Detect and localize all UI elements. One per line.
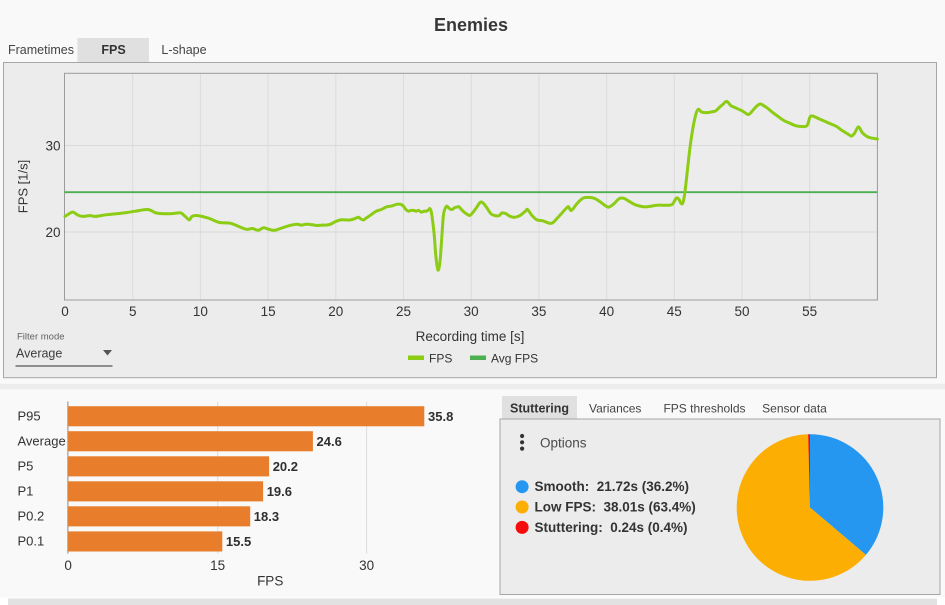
svg-text:Sensor data: Sensor data: [762, 402, 827, 416]
svg-text:35.8: 35.8: [428, 409, 453, 424]
svg-text:15: 15: [261, 304, 276, 319]
svg-text:P0.1: P0.1: [18, 534, 45, 549]
svg-text:10: 10: [193, 304, 208, 319]
svg-text:50: 50: [734, 304, 749, 319]
svg-text:25: 25: [396, 304, 411, 319]
svg-text:20: 20: [45, 225, 60, 240]
svg-text:Average: Average: [16, 347, 62, 361]
svg-text:Frametimes: Frametimes: [8, 43, 74, 57]
svg-text:P1: P1: [18, 484, 34, 499]
svg-text:0: 0: [61, 304, 69, 319]
svg-text:0: 0: [64, 558, 72, 573]
svg-text:18.3: 18.3: [254, 509, 279, 524]
svg-text:Options: Options: [540, 436, 587, 451]
svg-text:55: 55: [802, 304, 817, 319]
svg-text:Recording time [s]: Recording time [s]: [416, 329, 525, 344]
svg-text:35: 35: [531, 304, 546, 319]
svg-text:20.2: 20.2: [273, 459, 298, 474]
svg-text:24.6: 24.6: [317, 434, 342, 449]
svg-text:P95: P95: [18, 409, 41, 424]
svg-text:P5: P5: [18, 459, 34, 474]
svg-text:Avg FPS: Avg FPS: [491, 352, 538, 366]
svg-text:FPS: FPS: [257, 574, 283, 589]
svg-text:FPS [1/s]: FPS [1/s]: [16, 160, 31, 213]
svg-text:FPS: FPS: [429, 352, 452, 366]
svg-text:5: 5: [129, 304, 137, 319]
svg-text:Stuttering: Stuttering: [510, 402, 569, 416]
svg-text:FPS thresholds: FPS thresholds: [663, 402, 745, 416]
svg-text:Filter mode: Filter mode: [17, 332, 65, 343]
svg-text:L-shape: L-shape: [161, 43, 206, 57]
svg-text:Variances: Variances: [589, 402, 641, 416]
svg-text:P0.2: P0.2: [18, 509, 45, 524]
svg-text:20: 20: [328, 304, 343, 319]
svg-text:FPS: FPS: [101, 43, 125, 57]
svg-text:19.6: 19.6: [267, 484, 292, 499]
svg-text:30: 30: [45, 138, 60, 153]
svg-text:40: 40: [599, 304, 614, 319]
svg-text:Stuttering: 0.24s (0.4%): Stuttering: 0.24s (0.4%): [535, 520, 688, 535]
svg-text:Enemies: Enemies: [434, 15, 508, 35]
svg-text:15: 15: [210, 558, 225, 573]
svg-text:Low FPS: 38.01s (63.4%): Low FPS: 38.01s (63.4%): [535, 500, 696, 515]
svg-text:15.5: 15.5: [226, 534, 251, 549]
svg-text:Smooth: 21.72s (36.2%): Smooth: 21.72s (36.2%): [535, 479, 690, 494]
svg-text:45: 45: [667, 304, 682, 319]
svg-text:Average: Average: [18, 434, 66, 449]
svg-text:30: 30: [464, 304, 479, 319]
svg-text:30: 30: [359, 558, 374, 573]
